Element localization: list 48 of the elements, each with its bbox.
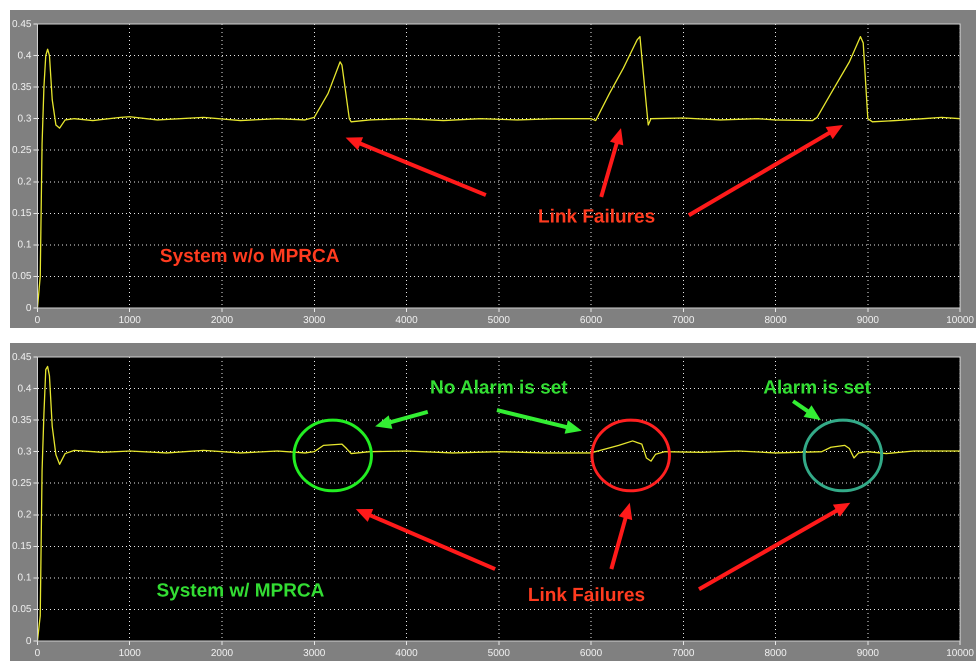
y-tick-label: 0 (26, 302, 32, 314)
y-tick-label: 0.15 (12, 541, 32, 552)
y-tick-label: 0.45 (12, 18, 32, 30)
x-tick-label: 2000 (210, 648, 234, 659)
y-tick-label: 0.35 (12, 414, 32, 426)
x-tick-label: 4000 (395, 314, 418, 326)
x-tick-label: 3000 (303, 314, 326, 326)
annotation: No Alarm is set (430, 377, 568, 398)
y-tick-label: 0.3 (18, 113, 32, 124)
x-tick-label: 7000 (672, 648, 695, 659)
x-tick-label: 5000 (488, 314, 510, 326)
x-tick-label: 5000 (488, 648, 510, 659)
x-tick-label: 6000 (580, 314, 603, 326)
x-tick-label: 10000 (946, 648, 974, 659)
y-tick-label: 0.35 (12, 82, 32, 93)
annotation: System w/ MPRCA (156, 580, 325, 602)
annotation: Link Failures (528, 584, 646, 606)
y-tick-label: 0.15 (12, 208, 32, 220)
x-tick-label: 0 (34, 314, 41, 326)
y-tick-label: 0.2 (18, 176, 32, 188)
x-tick-label: 0 (34, 648, 41, 659)
y-tick-label: 0.45 (12, 352, 32, 363)
y-tick-label: 0.4 (18, 383, 32, 394)
annotation: Alarm is set (763, 377, 872, 398)
y-tick-label: 0.05 (12, 604, 32, 616)
x-tick-label: 9000 (856, 648, 880, 659)
x-tick-label: 7000 (672, 314, 695, 326)
x-tick-label: 9000 (856, 314, 880, 326)
x-tick-label: 8000 (764, 648, 788, 659)
y-tick-label: 0 (26, 636, 32, 647)
x-tick-label: 1000 (118, 314, 142, 326)
x-tick-label: 6000 (580, 648, 603, 659)
x-tick-label: 8000 (764, 314, 788, 326)
annotation: System w/o MPRCA (160, 246, 340, 268)
y-tick-label: 0.25 (12, 144, 32, 156)
y-tick-label: 0.1 (18, 240, 32, 251)
x-tick-label: 2000 (210, 314, 234, 326)
y-tick-label: 0.4 (18, 50, 32, 62)
y-tick-label: 0.1 (18, 572, 32, 584)
y-tick-label: 0.2 (18, 510, 32, 521)
annotation: Link Failures (538, 206, 656, 228)
y-tick-label: 0.05 (12, 271, 32, 282)
y-tick-label: 0.3 (18, 446, 32, 458)
x-tick-label: 10000 (946, 314, 974, 326)
x-tick-label: 3000 (303, 648, 326, 659)
x-tick-label: 1000 (118, 648, 142, 659)
x-tick-label: 4000 (395, 648, 418, 659)
y-tick-label: 0.25 (12, 478, 32, 489)
